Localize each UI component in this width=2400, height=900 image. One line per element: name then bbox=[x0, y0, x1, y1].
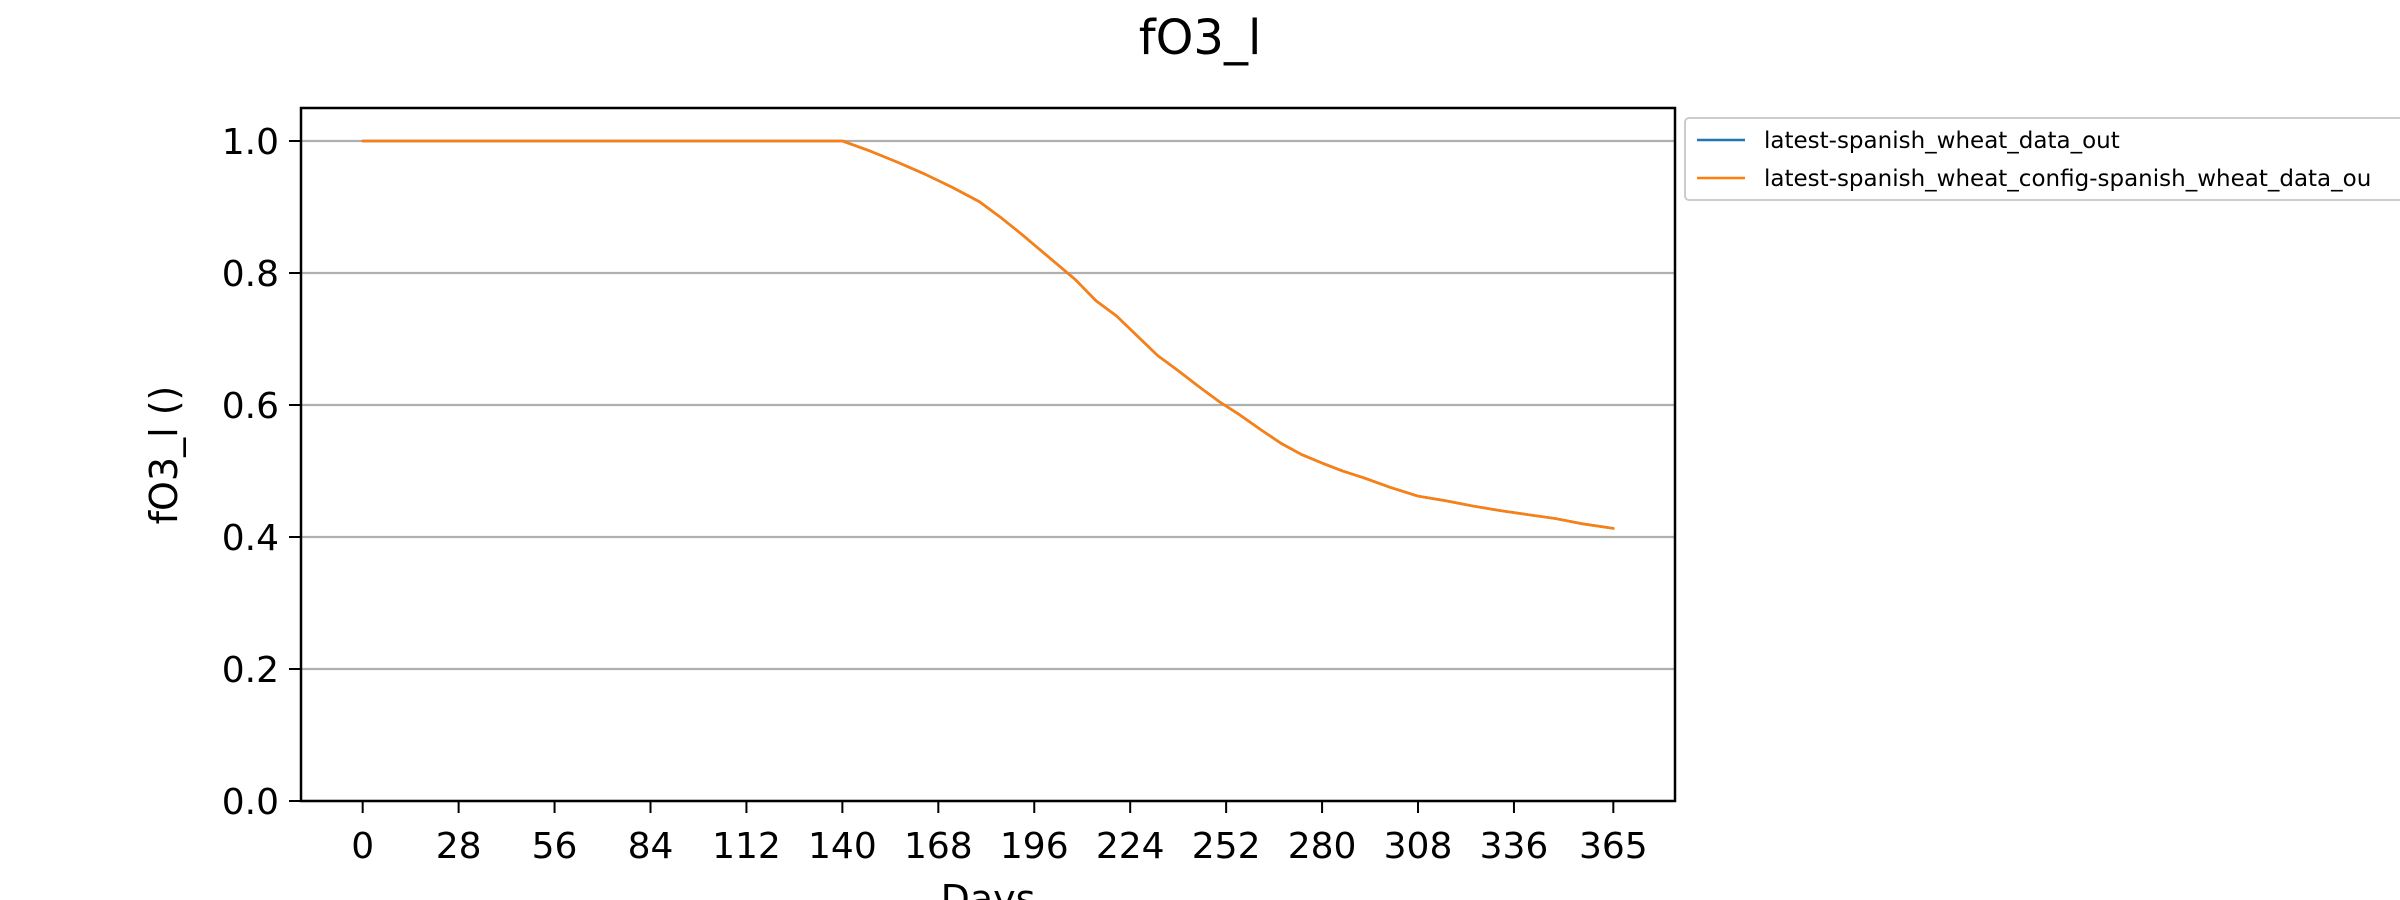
chart-title: fO3_l bbox=[1139, 10, 1262, 66]
legend-frame bbox=[1684, 117, 2400, 201]
x-tick-label-0: 0 bbox=[351, 826, 374, 867]
x-tick-label-5: 140 bbox=[808, 826, 877, 867]
x-tick-label-13: 365 bbox=[1579, 826, 1648, 867]
x-axis: 0 28 56 84 112 140 168 196 224 252 280 308 336 365 bbox=[351, 801, 1648, 867]
x-tick-label-1: 28 bbox=[436, 826, 482, 867]
legend: latest-spanish_wheat_data_out latest-span… bbox=[1684, 117, 2400, 201]
series-layer bbox=[361, 139, 1615, 530]
legend-label-1: latest-spanish_wheat_config-spanish_whea… bbox=[1764, 166, 2371, 192]
x-tick-label-8: 224 bbox=[1096, 826, 1165, 867]
x-tick-label-3: 84 bbox=[628, 826, 674, 867]
y-tick-label-4: 0.8 bbox=[222, 254, 279, 295]
y-axis-label: fO3_l () bbox=[142, 386, 186, 525]
plot-frame bbox=[299, 106, 1677, 803]
x-tick-label-12: 336 bbox=[1480, 826, 1549, 867]
x-tick-label-10: 280 bbox=[1288, 826, 1357, 867]
x-tick-label-11: 308 bbox=[1384, 826, 1453, 867]
y-axis: 0.0 0.2 0.4 0.6 0.8 1.0 bbox=[222, 122, 301, 823]
x-tick-label-6: 168 bbox=[904, 826, 973, 867]
x-tick-label-2: 56 bbox=[532, 826, 578, 867]
y-tick-label-2: 0.4 bbox=[222, 518, 279, 559]
y-tick-label-1: 0.2 bbox=[222, 650, 279, 691]
series-line-0 bbox=[361, 139, 1615, 530]
x-tick-label-7: 196 bbox=[1000, 826, 1069, 867]
legend-label-0: latest-spanish_wheat_data_out bbox=[1764, 128, 2120, 154]
x-tick-label-9: 252 bbox=[1192, 826, 1261, 867]
grid bbox=[301, 139, 1675, 803]
x-tick-label-4: 112 bbox=[712, 826, 781, 867]
series-line-1 bbox=[361, 139, 1615, 530]
y-tick-label-5: 1.0 bbox=[222, 122, 279, 163]
x-axis-label: Days bbox=[941, 877, 1036, 900]
y-tick-label-3: 0.6 bbox=[222, 386, 279, 427]
y-tick-label-0: 0.0 bbox=[222, 782, 279, 823]
